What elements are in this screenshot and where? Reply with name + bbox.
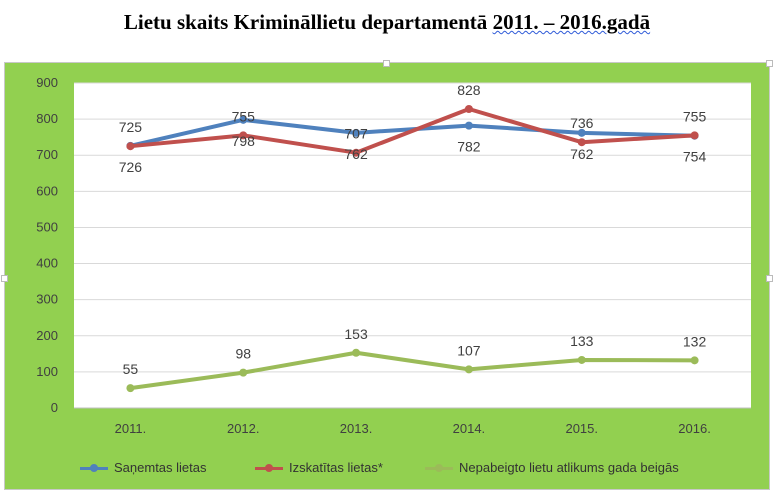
data-point <box>239 131 248 140</box>
data-label: 132 <box>683 333 707 349</box>
legend-item: Saņemtas lietas <box>80 460 207 475</box>
x-tick-label: 2011. <box>115 421 147 436</box>
series-line <box>128 350 697 391</box>
data-point <box>126 384 135 393</box>
y-tick-label: 0 <box>51 400 58 415</box>
legend-item: Izskatītas lietas* <box>255 460 383 475</box>
chart-legend: Saņemtas lietas Izskatītas lietas* Nepabei… <box>0 460 774 480</box>
legend-label: Nepabeigto lietu atlikums gada beigās <box>459 460 679 475</box>
data-label: 725 <box>119 119 143 135</box>
data-label: 754 <box>683 149 707 165</box>
data-point <box>352 128 361 137</box>
legend-label: Izskatītas lietas* <box>289 460 383 475</box>
x-tick-label: 2015. <box>565 421 598 436</box>
data-point <box>464 121 473 130</box>
data-point <box>464 365 473 374</box>
data-label: 55 <box>123 361 139 377</box>
title-years: 2011. – 2016.gadā <box>492 10 651 34</box>
resize-handle-top-right[interactable] <box>766 60 773 67</box>
data-label: 153 <box>344 326 368 342</box>
y-tick-label: 500 <box>36 219 58 234</box>
data-point <box>352 148 361 157</box>
resize-handle-left[interactable] <box>1 275 8 282</box>
data-point <box>352 348 361 357</box>
resize-handle-right[interactable] <box>766 275 773 282</box>
data-point <box>690 356 699 365</box>
data-label: 762 <box>344 146 368 162</box>
document-title: Lietu skaits Krimināllietu departamentā … <box>0 10 774 35</box>
resize-handle-top[interactable] <box>383 60 390 67</box>
data-labels: 726 798 762 782 762 754 725 755 707 828 736 755 55 98… <box>119 82 707 377</box>
data-label: 707 <box>344 126 368 142</box>
data-label: 782 <box>457 139 481 155</box>
data-label: 736 <box>570 115 594 131</box>
y-tick-label: 600 <box>36 183 58 198</box>
y-tick-label: 900 <box>36 75 58 90</box>
legend-swatch <box>255 463 283 473</box>
y-tick-label: 700 <box>36 147 58 162</box>
data-point <box>239 115 248 124</box>
axes: 0 100 200 300 400 500 600 700 800 900 2011. 2012. 20… <box>36 75 751 436</box>
legend-label: Saņemtas lietas <box>114 460 207 475</box>
y-tick-label: 400 <box>36 256 58 271</box>
data-label: 798 <box>232 133 256 149</box>
y-tick-label: 200 <box>36 328 58 343</box>
data-point <box>239 368 248 377</box>
data-label: 828 <box>457 82 481 98</box>
data-label: 762 <box>570 146 594 162</box>
data-point <box>126 142 135 151</box>
data-label: 755 <box>232 108 256 124</box>
data-point <box>464 105 473 113</box>
x-tick-label: 2012. <box>227 421 260 436</box>
data-label: 107 <box>457 342 481 358</box>
data-label: 755 <box>683 108 707 124</box>
data-point <box>577 128 586 137</box>
y-tick-label: 800 <box>36 111 58 126</box>
y-tick-label: 100 <box>36 364 58 379</box>
legend-swatch <box>80 463 108 473</box>
legend-item: Nepabeigto lietu atlikums gada beigās <box>425 460 679 475</box>
legend-swatch <box>425 463 453 473</box>
series-line <box>128 107 697 155</box>
data-label: 133 <box>570 333 594 349</box>
data-point <box>577 138 586 147</box>
data-point <box>690 131 699 140</box>
title-text: Lietu skaits Krimināllietu departamentā <box>123 10 493 34</box>
x-tick-label: 2014. <box>453 421 486 436</box>
data-label: 98 <box>235 346 251 362</box>
data-label: 726 <box>119 159 143 175</box>
x-tick-label: 2013. <box>340 421 373 436</box>
series <box>126 105 699 393</box>
y-tick-label: 300 <box>36 292 58 307</box>
x-tick-label: 2016. <box>678 421 711 436</box>
data-point <box>577 355 586 364</box>
